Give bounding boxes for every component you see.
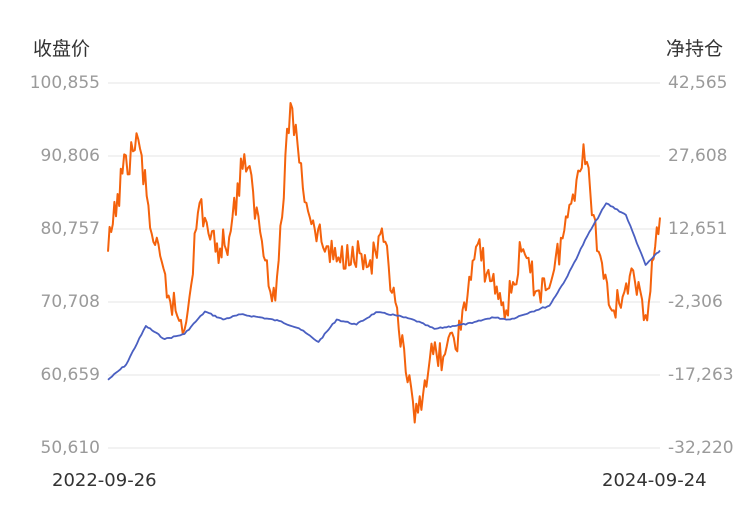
right-tick-label: 27,608	[668, 146, 728, 166]
left-tick-label: 80,757	[40, 219, 100, 239]
right-tick-label: -2,306	[668, 292, 723, 312]
left-tick-label: 60,659	[40, 365, 100, 385]
x-tick-start: 2022-09-26	[52, 470, 157, 491]
left-tick-label: 70,708	[40, 292, 100, 312]
x-tick-end: 2024-09-24	[602, 470, 707, 491]
left-tick-label: 100,855	[29, 73, 100, 93]
right-axis-title: 净持仓	[666, 38, 724, 60]
right-tick-label: -17,263	[668, 365, 734, 385]
left-tick-label: 50,610	[40, 438, 100, 458]
right-tick-label: 12,651	[668, 219, 728, 239]
net-position-line	[107, 102, 661, 424]
left-axis-title: 收盘价	[33, 38, 91, 60]
right-tick-label: 42,565	[668, 73, 728, 93]
right-tick-label: -32,220	[668, 438, 734, 458]
left-tick-label: 90,806	[40, 146, 100, 166]
close-price-line	[107, 202, 661, 381]
